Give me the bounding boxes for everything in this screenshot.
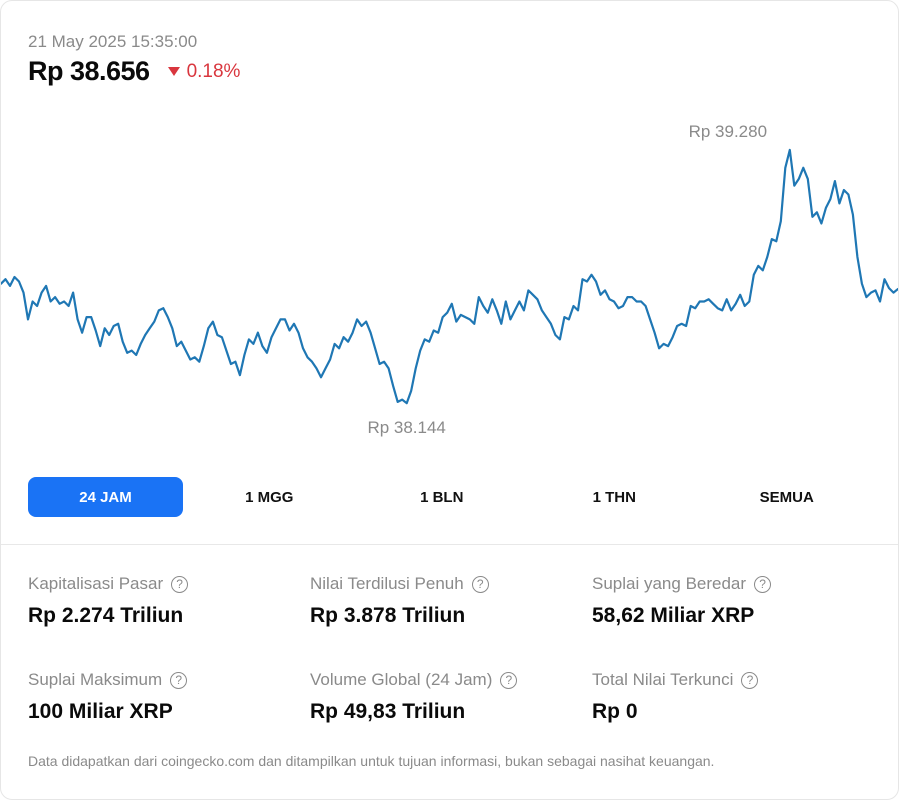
price-row: Rp 38.656 0.18% [28,56,240,87]
help-icon[interactable]: ? [471,575,489,593]
price-change: 0.18% [167,60,241,83]
price-chart: Rp 39.280 Rp 38.144 [1,122,898,437]
stat-value: 100 Miliar XRP [28,700,173,723]
stat-label: Kapitalisasi Pasar [28,574,164,593]
stats-grid: Kapitalisasi Pasar? Rp 2.274 Triliun Nil… [28,574,878,724]
time-range-tabs: 24 JAM 1 MGG 1 BLN 1 THN SEMUA [28,477,873,517]
stat-value: Rp 49,83 Triliun [310,700,466,723]
tab-1-month[interactable]: 1 BLN [420,488,464,506]
stat-label: Total Nilai Terkunci [592,670,734,689]
price-change-percent: 0.18% [186,60,241,82]
current-price: Rp 38.656 [28,56,150,86]
stat-value: Rp 2.274 Triliun [28,604,184,627]
help-icon[interactable]: ? [741,671,759,689]
stat-max-supply: Suplai Maksimum? 100 Miliar XRP [28,670,310,724]
down-triangle-icon [167,67,180,76]
disclaimer: Data didapatkan dari coingecko.com dan d… [28,753,715,769]
stat-label: Suplai yang Beredar [592,574,747,593]
stat-circulating-supply: Suplai yang Beredar? 58,62 Miliar XRP [592,574,874,628]
stat-value: Rp 3.878 Triliun [310,604,466,627]
stat-label: Suplai Maksimum [28,670,163,689]
section-divider [1,544,898,545]
stat-value: 58,62 Miliar XRP [592,604,755,627]
help-icon[interactable]: ? [170,671,188,689]
tab-1-year[interactable]: 1 THN [592,488,636,506]
help-icon[interactable]: ? [171,575,189,593]
stat-label: Nilai Terdilusi Penuh [310,574,464,593]
stat-value: Rp 0 [592,700,638,723]
stat-global-volume: Volume Global (24 Jam)? Rp 49,83 Triliun [310,670,592,724]
stat-market-cap: Kapitalisasi Pasar? Rp 2.274 Triliun [28,574,310,628]
stat-label: Volume Global (24 Jam) [310,670,493,689]
high-price-label: Rp 39.280 [689,122,767,141]
tab-24h[interactable]: 24 JAM [28,477,183,517]
tab-1-week[interactable]: 1 MGG [245,488,294,506]
tab-all[interactable]: SEMUA [759,488,814,506]
help-icon[interactable]: ? [500,671,518,689]
price-line [1,148,898,405]
help-icon[interactable]: ? [754,575,772,593]
stat-total-value-locked: Total Nilai Terkunci? Rp 0 [592,670,874,724]
timestamp: 21 May 2025 15:35:00 [28,32,198,51]
low-price-label: Rp 38.144 [367,418,445,437]
stat-fully-diluted: Nilai Terdilusi Penuh? Rp 3.878 Triliun [310,574,592,628]
